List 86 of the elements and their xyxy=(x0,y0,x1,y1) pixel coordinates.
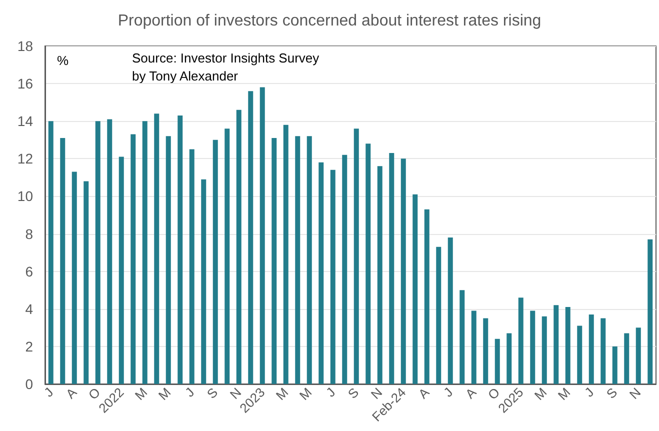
x-tick-label: J xyxy=(182,384,198,400)
bar xyxy=(60,138,66,384)
bar xyxy=(342,154,348,384)
x-tick-label: O xyxy=(85,384,104,402)
bar xyxy=(166,136,171,384)
bar xyxy=(648,239,653,384)
x-tick-label: J xyxy=(581,384,597,400)
x-tick-label: M xyxy=(531,384,550,403)
y-tick-label: 2 xyxy=(25,338,34,354)
chart-title: Proportion of investors concerned about interest rates rising xyxy=(118,12,542,30)
bar xyxy=(483,318,488,384)
x-tick-label: A xyxy=(462,384,480,402)
x-tick-label: N xyxy=(626,384,644,402)
x-tick-label: J xyxy=(322,384,338,400)
annotation: Source: Investor Insights Survey by Tony Alexander xyxy=(132,50,323,84)
bar xyxy=(588,314,594,384)
x-tick-label: M xyxy=(272,384,292,403)
bar xyxy=(201,179,206,384)
bar xyxy=(366,144,371,384)
bar xyxy=(436,246,442,384)
bar xyxy=(142,121,148,384)
bar xyxy=(377,166,382,384)
x-tick-label: A xyxy=(415,384,432,402)
x-tick-label: M xyxy=(155,384,174,403)
bar xyxy=(612,346,618,384)
x-tick-label: S xyxy=(344,384,362,402)
bar xyxy=(506,333,512,384)
x-tick-label: M xyxy=(132,384,150,403)
x-tick-label: A xyxy=(62,384,80,402)
bar xyxy=(260,87,265,384)
bar xyxy=(400,158,406,384)
y-tick-label: 18 xyxy=(17,38,34,54)
bar xyxy=(236,110,242,384)
bar xyxy=(318,162,324,384)
x-tick-label: M xyxy=(296,384,315,403)
bar xyxy=(354,128,359,384)
bar xyxy=(460,290,465,384)
bar xyxy=(95,121,100,384)
bar xyxy=(154,114,160,384)
y-tick-label: 10 xyxy=(17,188,34,204)
bar xyxy=(565,307,570,384)
bar xyxy=(577,326,582,384)
x-tick-label: M xyxy=(554,384,574,403)
bar xyxy=(189,149,194,384)
bar xyxy=(130,134,136,384)
bar xyxy=(48,121,54,384)
bar xyxy=(330,170,336,384)
x-tick-label: S xyxy=(204,384,221,402)
y-axis-title: % xyxy=(57,53,69,68)
bar xyxy=(600,318,606,384)
x-tick-label: N xyxy=(226,384,244,402)
bar xyxy=(272,138,277,384)
x-tick-label: O xyxy=(484,384,503,402)
y-tick-label: 4 xyxy=(25,300,34,317)
bar xyxy=(471,310,476,384)
bar xyxy=(84,181,89,384)
x-tick-label: J xyxy=(40,384,56,400)
y-tick-label: 14 xyxy=(17,113,34,130)
bar xyxy=(212,140,218,384)
bar xyxy=(542,316,547,384)
x-tick-label: S xyxy=(603,384,620,402)
y-tick-label: 12 xyxy=(17,150,34,167)
bar xyxy=(283,124,288,384)
x-tick-label: J xyxy=(440,384,456,400)
bar xyxy=(107,119,112,384)
bar xyxy=(178,115,183,384)
bar xyxy=(118,156,124,384)
bar xyxy=(412,194,418,384)
y-tick-label: 0 xyxy=(25,376,34,392)
bar xyxy=(248,91,254,384)
bar xyxy=(636,328,641,384)
bar xyxy=(306,136,312,384)
bar xyxy=(624,333,630,384)
y-tick-label: 16 xyxy=(17,76,34,92)
bar xyxy=(494,338,500,384)
y-tick-label: 8 xyxy=(25,226,34,242)
bar xyxy=(224,128,230,384)
bar xyxy=(554,305,559,384)
bar xyxy=(448,238,453,384)
bar xyxy=(530,310,536,384)
bar xyxy=(389,153,394,384)
bar xyxy=(72,172,77,384)
y-tick-label: 6 xyxy=(25,263,34,280)
bar xyxy=(518,298,524,384)
bar xyxy=(424,209,430,384)
bar xyxy=(295,136,300,384)
